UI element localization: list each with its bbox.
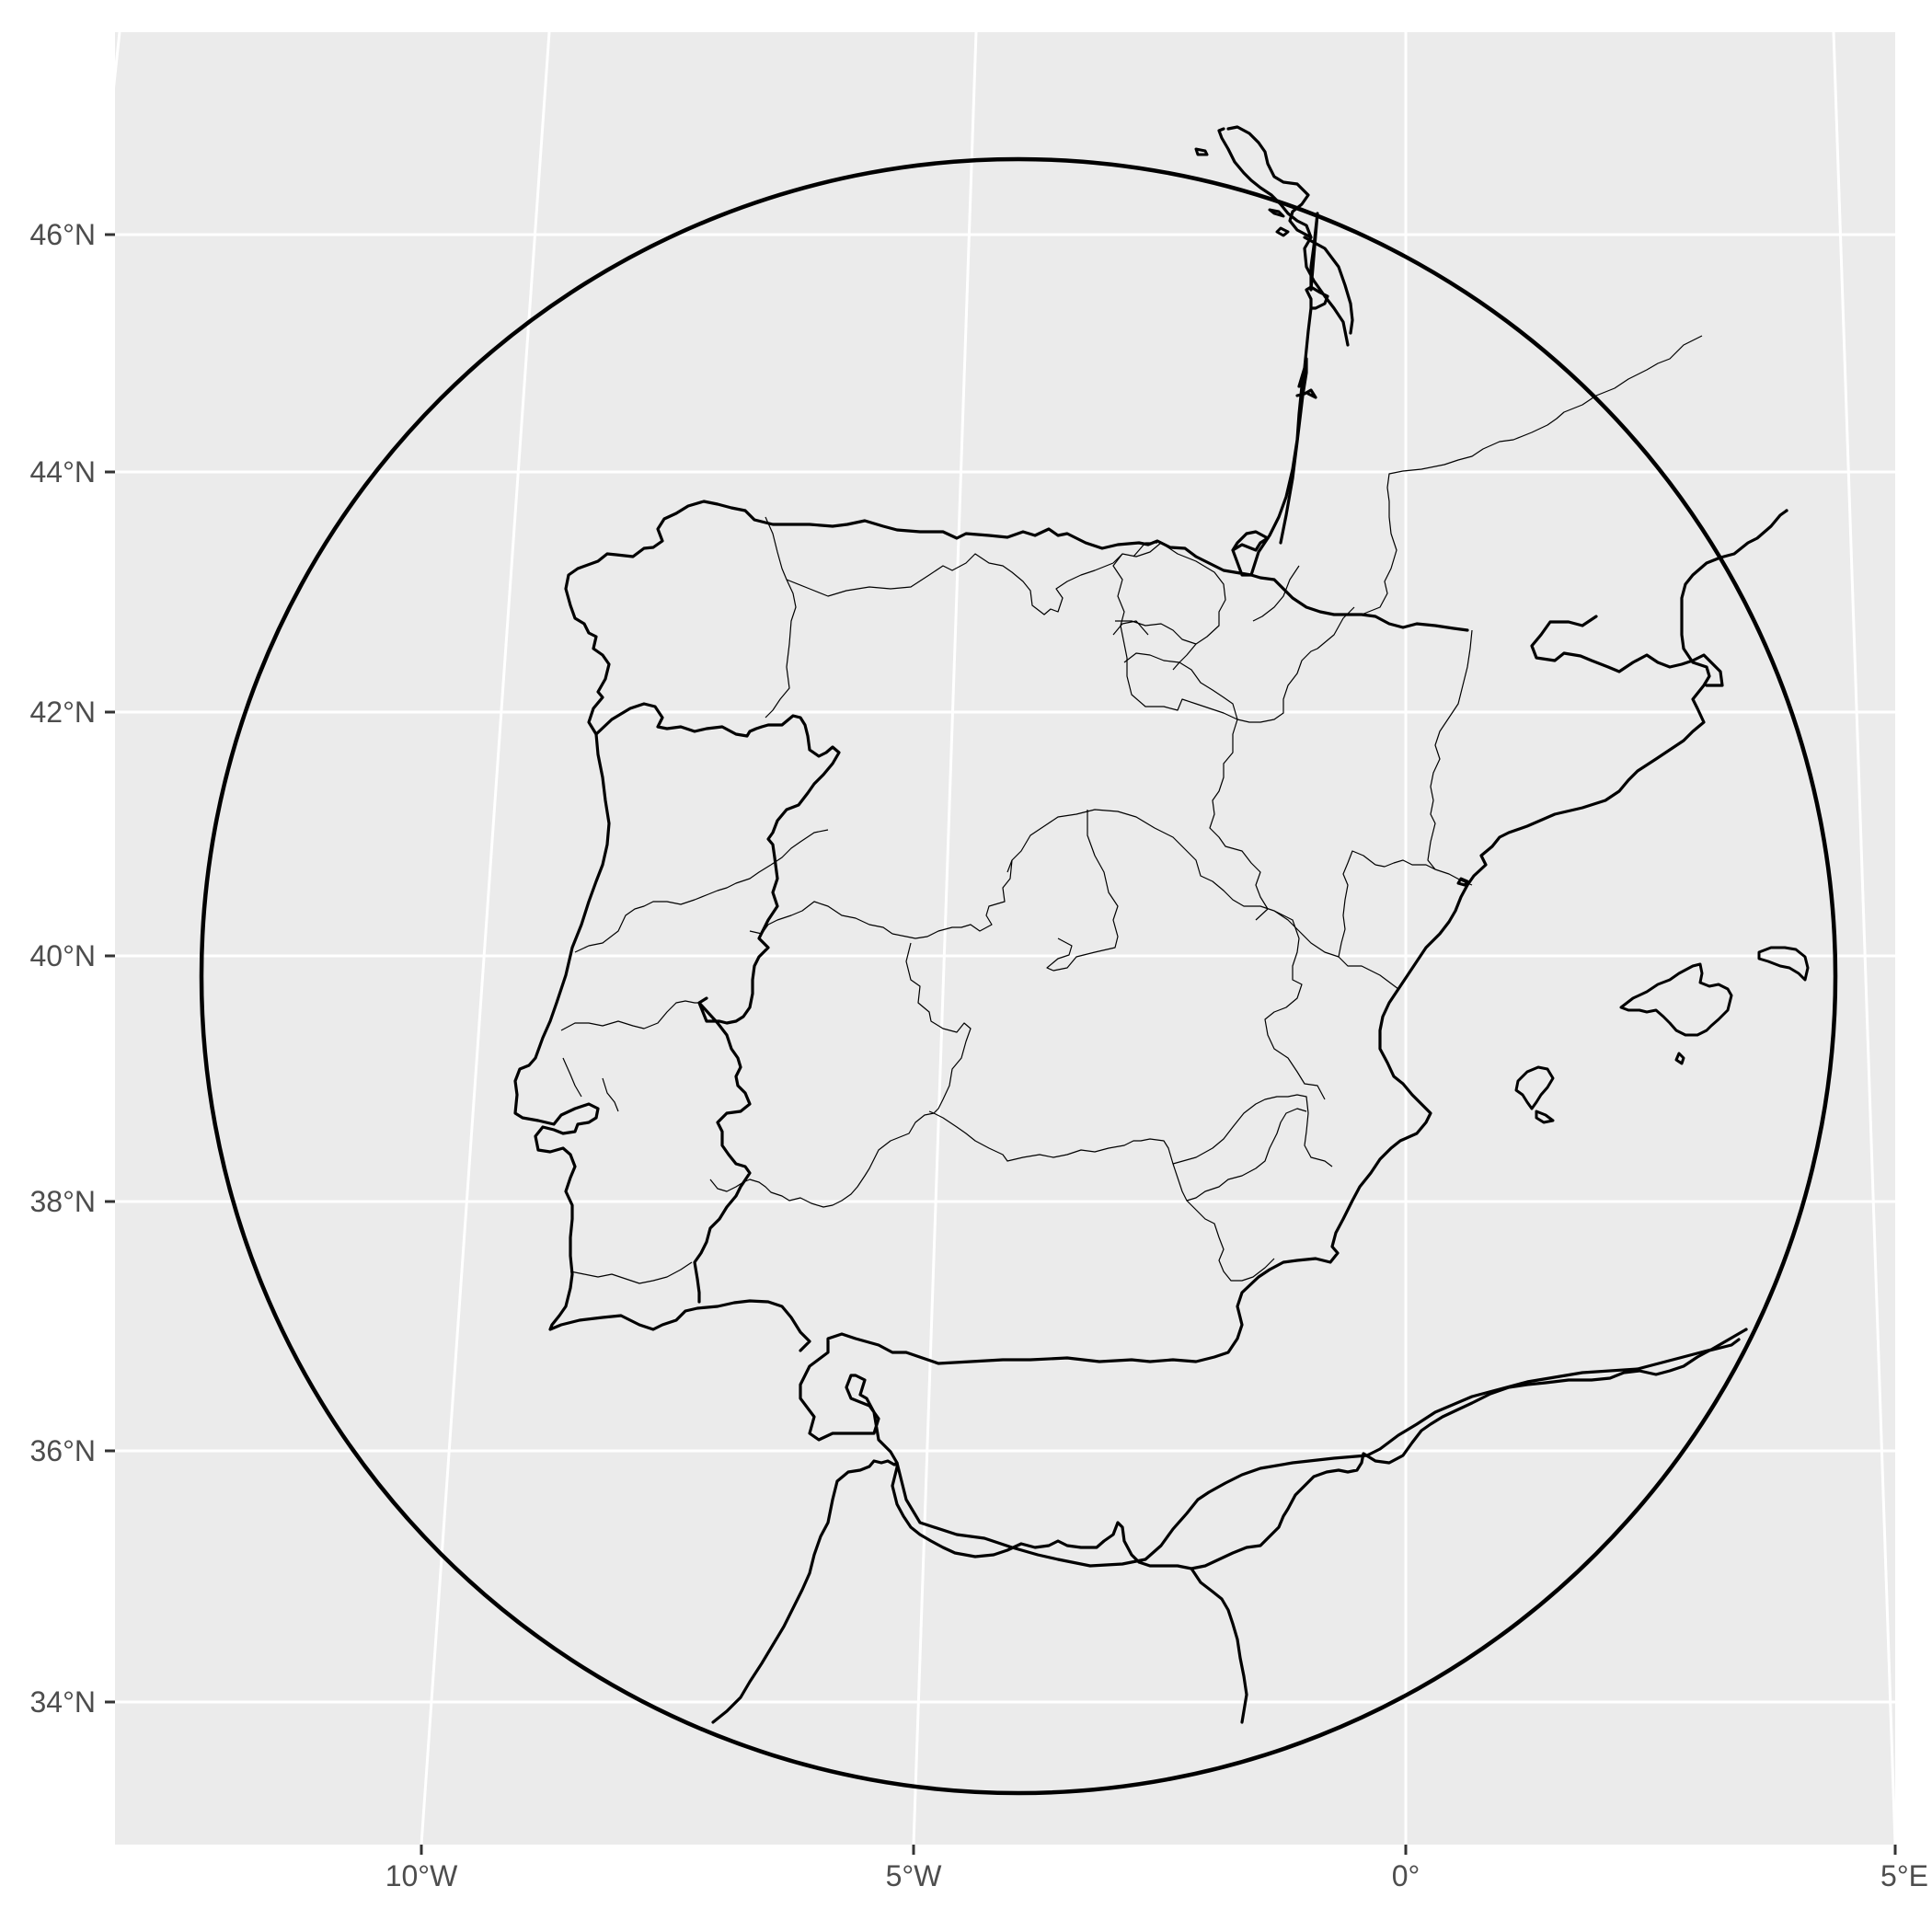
- lon-label-5w: 5°W: [886, 1859, 943, 1892]
- admin-borders: [560, 335, 1703, 1284]
- bay-of-biscay-coast: [1279, 357, 1317, 545]
- graticule: [111, 31, 1897, 1846]
- lat-label-34: 34°N: [30, 1685, 97, 1719]
- lon-label-0: 0°: [1392, 1859, 1420, 1892]
- island-ibiza: [1514, 1065, 1555, 1110]
- lat-label-36: 36°N: [30, 1434, 97, 1467]
- grid-lon-e5: [1832, 31, 1897, 1846]
- island-formentera: [1535, 1110, 1555, 1124]
- axis-ticks: [105, 233, 1897, 1855]
- lon-labels: 10°W 5°W 0° 5°E: [385, 1859, 1928, 1892]
- lon-label-10w: 10°W: [385, 1859, 458, 1892]
- lat-label-42: 42°N: [30, 696, 97, 729]
- iberia-coastline: [799, 509, 1788, 1568]
- portugal-coastline: [513, 732, 811, 1352]
- portugal-spain-border: [594, 702, 841, 1304]
- grid-lon-w10: [420, 31, 551, 1846]
- island-mallorca: [1619, 962, 1733, 1037]
- map-panel: [115, 32, 1895, 1845]
- small-islands: [1194, 147, 1469, 887]
- north-africa-coastline: [711, 1338, 1741, 1724]
- lat-label-38: 38°N: [30, 1185, 97, 1218]
- lat-label-40: 40°N: [30, 939, 97, 972]
- grid-lon-w15: [111, 31, 121, 93]
- lat-labels: 46°N 44°N 42°N 40°N 38°N 36°N 34°N: [30, 218, 97, 1719]
- north-coastline: [1530, 509, 1788, 1331]
- projection-boundary: [199, 156, 1838, 1796]
- grid-lon-w5: [912, 31, 978, 1846]
- island-menorca: [1757, 946, 1810, 982]
- island-cabrera: [1674, 1052, 1685, 1065]
- france-coastline: [1217, 125, 1354, 577]
- balearic-islands: [1514, 946, 1810, 1124]
- lon-label-5e: 5°E: [1880, 1859, 1928, 1892]
- morocco-algeria-border: [1190, 1567, 1248, 1724]
- lat-label-46: 46°N: [30, 218, 97, 251]
- lat-label-44: 44°N: [30, 455, 97, 489]
